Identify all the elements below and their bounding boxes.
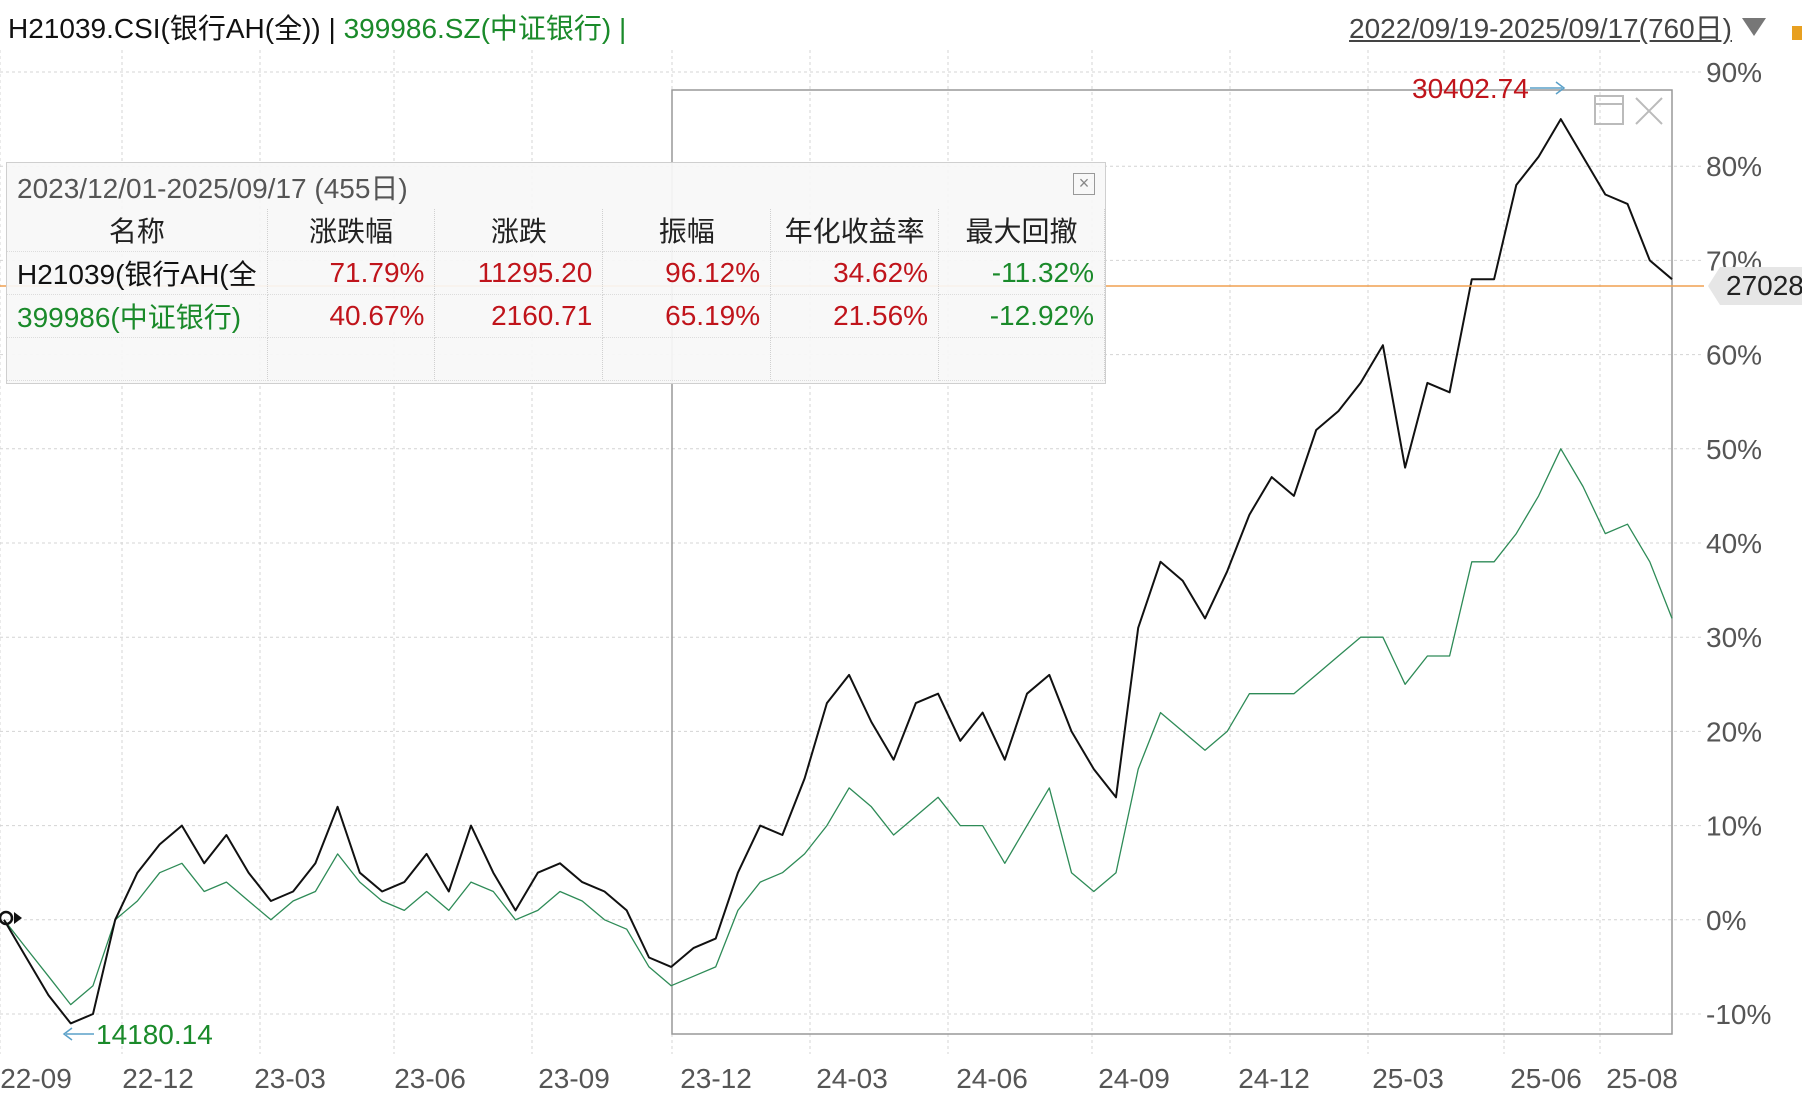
x-axis-ticks: 22-09 22-12 23-03 23-06 23-09 23-12 24-03 24-06…	[0, 1063, 1678, 1094]
date-range-label[interactable]: 2022/09/19-2025/09/17(760日)	[1349, 13, 1732, 44]
row-pct: 71.79%	[267, 251, 436, 295]
y-tick-label: 80%	[1706, 151, 1762, 182]
interval-stats-panel: 2023/12/01-2025/09/17 (455日) × 名称 涨跌幅 涨跌…	[6, 162, 1106, 384]
row-annualized: 21.56%	[770, 294, 940, 338]
y-tick-label: 40%	[1706, 528, 1762, 559]
close-selection-icon[interactable]	[1635, 97, 1663, 125]
x-tick-label: 23-12	[680, 1063, 752, 1094]
series1-legend[interactable]: H21039.CSI(银行AH(全)) |	[8, 13, 344, 44]
y-axis-ticks: 90%80%70%60%50%40%30%20%10%0%-10%	[1706, 57, 1771, 1030]
col-header-name: 名称	[7, 209, 268, 252]
row-name: H21039(银行AH(全	[7, 251, 268, 295]
low-pointer-icon	[62, 1027, 94, 1041]
x-tick-label: 24-03	[816, 1063, 888, 1094]
stats-header-row: 名称 涨跌幅 涨跌 振幅 年化收益率 最大回撤	[7, 209, 1105, 252]
y-tick-label: 0%	[1706, 905, 1746, 936]
series-legend-header: H21039.CSI(银行AH(全)) | 399986.SZ(中证银行) |	[8, 10, 626, 48]
x-tick-label: 23-06	[394, 1063, 466, 1094]
high-pointer-icon	[1530, 81, 1566, 95]
x-tick-label: 23-09	[538, 1063, 610, 1094]
dropdown-triangle-icon[interactable]	[1742, 18, 1766, 36]
y-tick-label: -10%	[1706, 999, 1771, 1030]
close-icon[interactable]: ×	[1073, 173, 1095, 195]
x-tick-label: 22-12	[122, 1063, 194, 1094]
y-tick-label: 20%	[1706, 716, 1762, 747]
x-tick-label: 25-06	[1510, 1063, 1582, 1094]
start-marker-icon	[0, 910, 22, 926]
y-tick-label: 90%	[1706, 57, 1762, 88]
row-drawdown: -12.92%	[938, 294, 1105, 338]
row-annualized: 34.62%	[770, 251, 940, 295]
selection-range-box[interactable]	[671, 89, 1673, 1035]
row-amplitude: 96.12%	[602, 251, 772, 295]
current-value-badge: 27028	[1708, 267, 1802, 305]
series2-legend[interactable]: 399986.SZ(中证银行) |	[343, 13, 627, 44]
x-tick-label: 24-09	[1098, 1063, 1170, 1094]
col-header-amplitude: 振幅	[602, 209, 772, 252]
x-tick-label: 24-06	[956, 1063, 1028, 1094]
low-value-label: 14180.14	[96, 1019, 213, 1050]
row-drawdown: -11.32%	[938, 251, 1105, 295]
stats-table: 名称 涨跌幅 涨跌 振幅 年化收益率 最大回撤 H21039(银行AH(全 71…	[7, 209, 1105, 381]
table-row[interactable]: H21039(银行AH(全 71.79% 11295.20 96.12% 34.…	[7, 251, 1105, 295]
x-tick-label: 24-12	[1238, 1063, 1310, 1094]
row-change: 2160.71	[434, 294, 604, 338]
col-header-drawdown: 最大回撤	[938, 209, 1105, 252]
table-row[interactable]: 399986(中证银行) 40.67% 2160.71 65.19% 21.56…	[7, 294, 1105, 338]
series1-line	[3, 118, 1673, 1025]
row-pct: 40.67%	[267, 294, 436, 338]
maximize-icon[interactable]	[1594, 95, 1624, 125]
row-name: 399986(中证银行)	[7, 294, 268, 338]
series-layer	[3, 118, 1673, 1025]
col-header-pct: 涨跌幅	[267, 209, 436, 252]
x-tick-label: 22-09	[0, 1063, 72, 1094]
series2-line	[3, 448, 1673, 1006]
y-tick-label: 60%	[1706, 340, 1762, 371]
row-change: 11295.20	[434, 251, 604, 295]
x-tick-label: 25-03	[1372, 1063, 1444, 1094]
col-header-annualized: 年化收益率	[770, 209, 940, 252]
interval-stats-title: 2023/12/01-2025/09/17 (455日)	[17, 173, 408, 204]
col-header-change: 涨跌	[434, 209, 604, 252]
table-row-empty	[7, 337, 1105, 381]
y-tick-label: 50%	[1706, 434, 1762, 465]
high-value-label: 30402.74	[1412, 73, 1529, 104]
y-tick-label: 30%	[1706, 622, 1762, 653]
y-tick-label: 10%	[1706, 811, 1762, 842]
row-amplitude: 65.19%	[602, 294, 772, 338]
x-tick-label: 23-03	[254, 1063, 326, 1094]
x-tick-label: 25-08	[1606, 1063, 1678, 1094]
flag-icon	[1792, 26, 1802, 40]
